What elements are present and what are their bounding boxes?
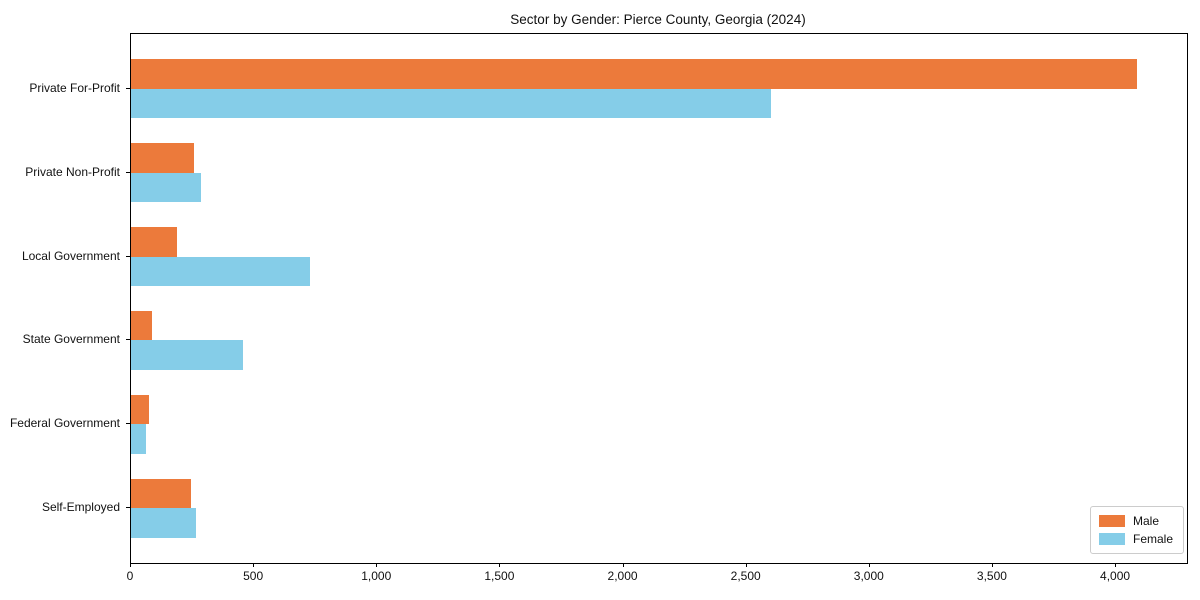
y-tick-mark (126, 255, 130, 257)
y-tick-mark (126, 171, 130, 173)
x-tick-mark (253, 563, 255, 567)
y-tick-label-private-non-profit: Private Non-Profit (25, 164, 120, 179)
legend-swatch-male (1099, 515, 1125, 527)
x-tick-label-1-000: 1,000 (361, 569, 392, 583)
bar-female-private-for-profit (131, 88, 772, 119)
y-tick-label-self-employed: Self-Employed (41, 500, 120, 515)
y-tick-mark (126, 339, 130, 341)
x-tick-label-1-500: 1,500 (484, 569, 515, 583)
x-tick-mark (868, 563, 870, 567)
bar-male-local-government (131, 227, 178, 257)
bar-male-federal-government (131, 394, 150, 425)
x-tick-label-3-500: 3,500 (976, 569, 1007, 583)
bar-female-private-non-profit (131, 172, 202, 203)
bar-female-self-employed (131, 508, 197, 538)
x-tick-mark (130, 563, 131, 567)
x-tick-label-2-500: 2,500 (730, 569, 761, 583)
legend-label-female: Female (1133, 532, 1174, 546)
x-tick-mark (376, 563, 378, 567)
plot-area (130, 33, 1188, 564)
x-tick-label-3-000: 3,000 (853, 569, 884, 583)
x-tick-mark (991, 563, 993, 567)
bar-female-federal-government (131, 424, 146, 454)
x-tick-mark (622, 563, 624, 567)
bar-female-local-government (131, 256, 311, 287)
x-tick-mark (499, 563, 501, 567)
y-tick-label-federal-government: Federal Government (9, 416, 120, 431)
legend-label-male: Male (1133, 514, 1160, 528)
bar-male-private-for-profit (131, 59, 1137, 89)
x-tick-mark (745, 563, 747, 567)
chart-title: Sector by Gender: Pierce County, Georgia… (510, 12, 806, 27)
x-tick-mark (1115, 563, 1117, 567)
legend-item-male: Male (1099, 513, 1175, 529)
y-tick-label-local-government: Local Government (21, 248, 120, 263)
x-tick-label-0: 0 (126, 569, 134, 583)
y-tick-label-private-for-profit: Private For-Profit (29, 80, 120, 95)
x-tick-label-500: 500 (243, 569, 264, 583)
y-tick-mark (126, 507, 130, 509)
bar-male-self-employed (131, 478, 192, 509)
legend-item-female: Female (1099, 531, 1175, 547)
legend: Male Female (1090, 506, 1184, 554)
bar-male-private-non-profit (131, 143, 194, 173)
y-tick-mark (126, 423, 130, 425)
y-tick-mark (126, 87, 130, 89)
x-tick-label-2-000: 2,000 (607, 569, 638, 583)
legend-swatch-female (1099, 533, 1125, 545)
bar-male-state-government (131, 310, 152, 341)
y-tick-label-state-government: State Government (22, 332, 120, 347)
bar-female-state-government (131, 340, 244, 370)
x-tick-label-4-000: 4,000 (1100, 569, 1131, 583)
